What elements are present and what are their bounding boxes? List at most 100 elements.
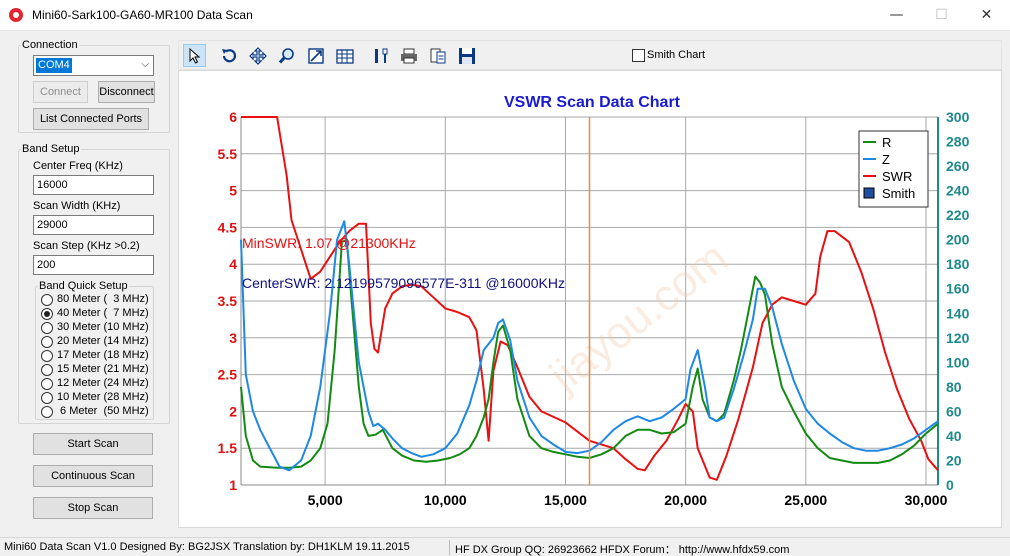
legend-label-z: Z xyxy=(882,152,890,167)
y-right-tick-label: 120 xyxy=(946,330,970,346)
band-radio-label: 80 Meter ( 3 MHz) xyxy=(57,293,149,305)
stop-scan-button[interactable]: Stop Scan xyxy=(33,497,153,519)
status-separator xyxy=(449,540,450,555)
y-left-tick-label: 1 xyxy=(229,477,237,493)
save-icon[interactable] xyxy=(455,44,478,67)
pointer-icon[interactable] xyxy=(183,44,206,67)
radio-icon[interactable] xyxy=(41,336,53,348)
y-right-tick-label: 160 xyxy=(946,281,970,297)
y-right-tick-label: 240 xyxy=(946,183,970,199)
y-left-tick-label: 5 xyxy=(229,183,237,199)
band-radio-8[interactable]: 6 Meter (50 MHz) xyxy=(41,405,153,419)
center-swr-annotation: CenterSWR: 2.12199579096577E-311 @16000K… xyxy=(242,275,565,291)
radio-icon[interactable] xyxy=(41,364,53,376)
band-radio-label: 15 Meter (21 MHz) xyxy=(57,363,149,375)
y-right-tick-label: 40 xyxy=(946,428,962,444)
band-radio-4[interactable]: 17 Meter (18 MHz) xyxy=(41,349,153,363)
disconnect-button[interactable]: Disconnect xyxy=(98,81,155,103)
chevron-down-icon: ⌵ xyxy=(141,59,149,70)
y-left-tick-label: 2.5 xyxy=(218,367,238,383)
legend-label-smith: Smith xyxy=(882,186,915,201)
center-freq-label: Center Freq (KHz) xyxy=(33,160,123,172)
close-button[interactable]: ✕ xyxy=(980,7,993,23)
export-icon[interactable] xyxy=(426,44,449,67)
band-radio-2[interactable]: 30 Meter (10 MHz) xyxy=(41,321,153,335)
scan-width-input[interactable] xyxy=(33,215,154,235)
connect-button[interactable]: Connect xyxy=(33,81,88,103)
band-radio-label: 40 Meter ( 7 MHz) xyxy=(57,307,149,319)
y-right-tick-label: 60 xyxy=(946,403,962,419)
band-radio-label: 30 Meter (10 MHz) xyxy=(57,321,149,333)
legend-swatch-smith xyxy=(863,187,875,199)
port-select[interactable]: COM4 ⌵ xyxy=(33,55,154,76)
zoom-icon[interactable] xyxy=(275,44,298,67)
band-radio-5[interactable]: 15 Meter (21 MHz) xyxy=(41,363,153,377)
radio-icon[interactable] xyxy=(41,294,53,306)
y-right-tick-label: 0 xyxy=(946,477,954,493)
band-quick-legend: Band Quick Setup xyxy=(39,280,128,292)
undo-icon[interactable] xyxy=(217,44,240,67)
y-right-tick-label: 200 xyxy=(946,232,970,248)
y-right-tick-label: 20 xyxy=(946,452,962,468)
window-title: Mini60-Sark100-GA60-MR100 Data Scan xyxy=(32,8,253,22)
vswr-chart[interactable]: VSWR Scan Data Chart 1 1.5 2 2.5 3 3.5 4 4.5 5 5.5… xyxy=(178,70,1002,528)
band-setup-group: Band Setup xyxy=(18,143,170,424)
x-tick-label: 30,000 xyxy=(905,492,948,508)
y-right-tick-label: 80 xyxy=(946,379,962,395)
series-line-z xyxy=(240,220,939,472)
radio-icon[interactable] xyxy=(41,406,53,418)
y-left-tick-label: 4 xyxy=(229,256,237,272)
continuous-scan-button[interactable]: Continuous Scan xyxy=(33,465,153,487)
y-right-tick-label: 220 xyxy=(946,207,970,223)
y-right-tick-label: 280 xyxy=(946,134,970,150)
pan-icon[interactable] xyxy=(246,44,269,67)
chart-toolbar xyxy=(178,40,1002,70)
scan-step-input[interactable] xyxy=(33,255,154,275)
y-left-tick-label: 4.5 xyxy=(218,219,238,235)
legend-label-r: R xyxy=(882,135,891,150)
radio-icon[interactable] xyxy=(41,322,53,334)
radio-icon[interactable] xyxy=(41,378,53,390)
x-tick-label: 5,000 xyxy=(308,492,343,508)
chart-svg: VSWR Scan Data Chart 1 1.5 2 2.5 3 3.5 4 4.5 5 5.5… xyxy=(218,94,970,508)
band-setup-legend: Band Setup xyxy=(22,143,80,155)
print-icon[interactable] xyxy=(397,44,420,67)
chart-zoom-icon[interactable] xyxy=(304,44,327,67)
maximize-button[interactable]: ☐ xyxy=(935,7,948,23)
minimize-button[interactable]: — xyxy=(889,7,904,23)
radio-icon[interactable] xyxy=(41,308,53,320)
band-radio-1[interactable]: 40 Meter ( 7 MHz) xyxy=(41,307,153,321)
start-scan-button[interactable]: Start Scan xyxy=(33,433,153,455)
list-ports-button[interactable]: List Connected Ports xyxy=(33,108,149,130)
watermark-text: jiayou.com xyxy=(539,233,736,402)
smith-chart-checkbox[interactable] xyxy=(632,49,645,62)
y-right-tick-label: 100 xyxy=(946,354,970,370)
smith-chart-label: Smith Chart xyxy=(647,49,706,61)
app-icon xyxy=(9,8,23,22)
table-icon[interactable] xyxy=(333,44,356,67)
tools-icon[interactable] xyxy=(369,44,392,67)
y-left-tick-label: 6 xyxy=(229,109,237,125)
band-radio-3[interactable]: 20 Meter (14 MHz) xyxy=(41,335,153,349)
x-tick-label: 15,000 xyxy=(544,492,587,508)
x-tick-label: 20,000 xyxy=(664,492,707,508)
y-left-tick-label: 1.5 xyxy=(218,440,238,456)
band-radio-6[interactable]: 12 Meter (24 MHz) xyxy=(41,377,153,391)
radio-icon[interactable] xyxy=(41,350,53,362)
center-freq-input[interactable] xyxy=(33,175,154,195)
band-radio-7[interactable]: 10 Meter (28 MHz) xyxy=(41,391,153,405)
title-bar: Mini60-Sark100-GA60-MR100 Data Scan — ☐ … xyxy=(0,0,1010,31)
port-value: COM4 xyxy=(36,58,72,73)
status-forum: HF DX Group QQ: 26923662 HFDX Forum： htt… xyxy=(455,544,790,556)
radio-icon[interactable] xyxy=(41,392,53,404)
y-left-tick-label: 3.5 xyxy=(218,293,238,309)
y-right-tick-label: 260 xyxy=(946,158,970,174)
y-left-tick-label: 5.5 xyxy=(218,146,238,162)
chart-title: VSWR Scan Data Chart xyxy=(504,94,681,111)
x-tick-label: 10,000 xyxy=(424,492,467,508)
band-radio-label: 20 Meter (14 MHz) xyxy=(57,335,149,347)
band-radio-label: 10 Meter (28 MHz) xyxy=(57,391,149,403)
x-tick-label: 25,000 xyxy=(784,492,827,508)
series-line-swr xyxy=(241,116,939,481)
band-radio-0[interactable]: 80 Meter ( 3 MHz) xyxy=(41,293,153,307)
